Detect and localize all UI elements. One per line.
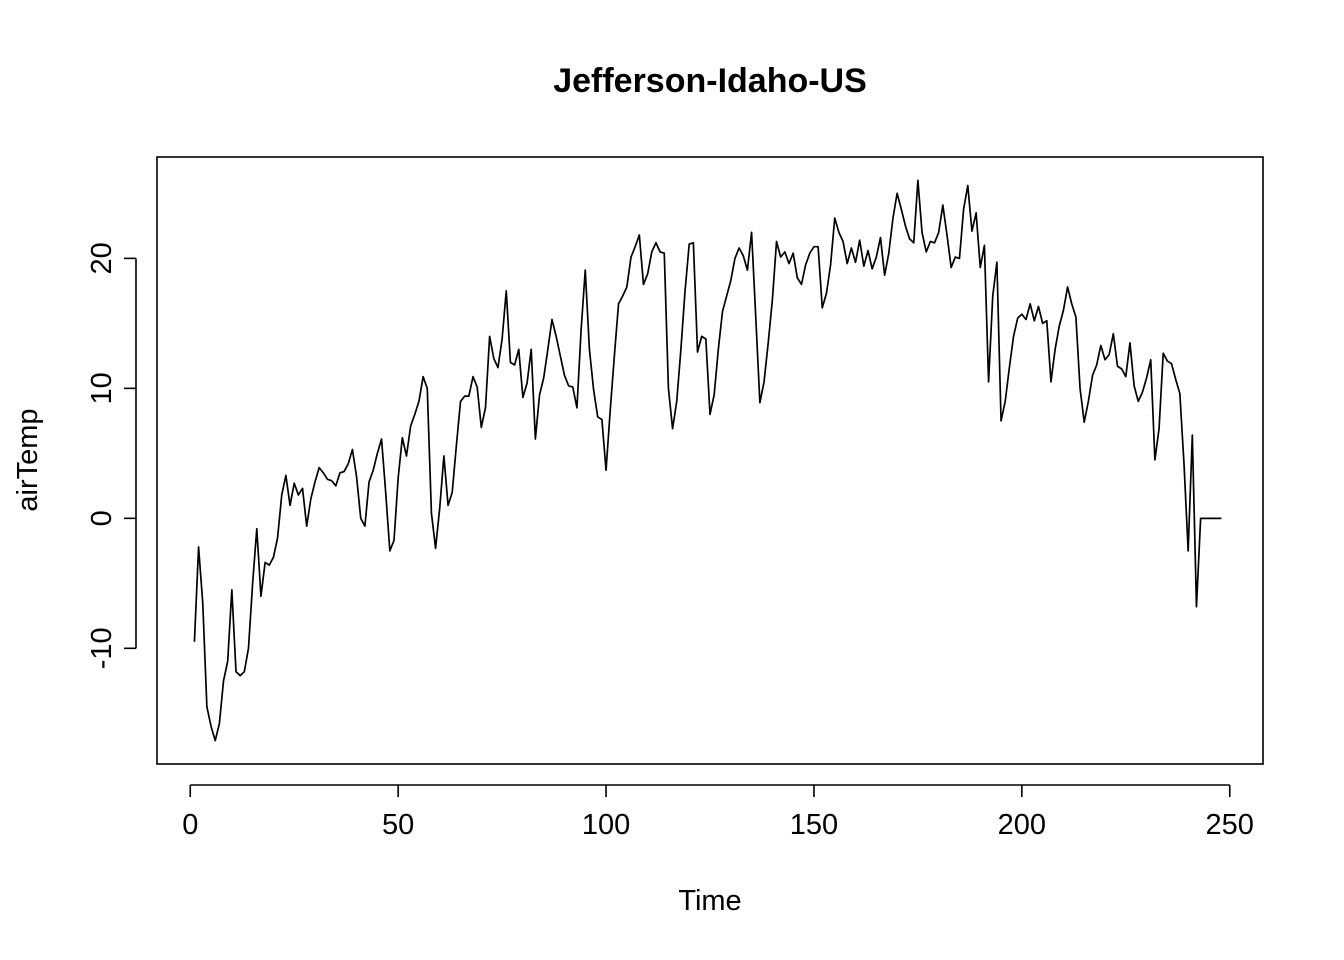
y-axis: -10 0 10 20 bbox=[86, 242, 137, 669]
x-tick-label: 250 bbox=[1206, 809, 1254, 841]
x-axis-label: Time bbox=[678, 885, 741, 917]
x-tick-label: 50 bbox=[382, 809, 414, 841]
y-tick-label: 10 bbox=[86, 372, 118, 404]
x-tick-label: 100 bbox=[582, 809, 630, 841]
x-tick-label: 150 bbox=[790, 809, 838, 841]
y-tick-label: -10 bbox=[86, 627, 118, 669]
series-line-airtemp bbox=[193, 179, 1222, 742]
x-axis: 0 50 100 150 200 250 bbox=[182, 784, 1254, 841]
y-axis-label: airTemp bbox=[12, 408, 44, 511]
x-tick-label: 0 bbox=[182, 809, 198, 841]
y-tick-label: 20 bbox=[86, 242, 118, 274]
y-tick-label: 0 bbox=[86, 510, 118, 526]
x-tick-label: 200 bbox=[998, 809, 1046, 841]
chart-title: Jefferson-Idaho-US bbox=[553, 62, 867, 100]
plot-frame bbox=[156, 156, 1264, 765]
